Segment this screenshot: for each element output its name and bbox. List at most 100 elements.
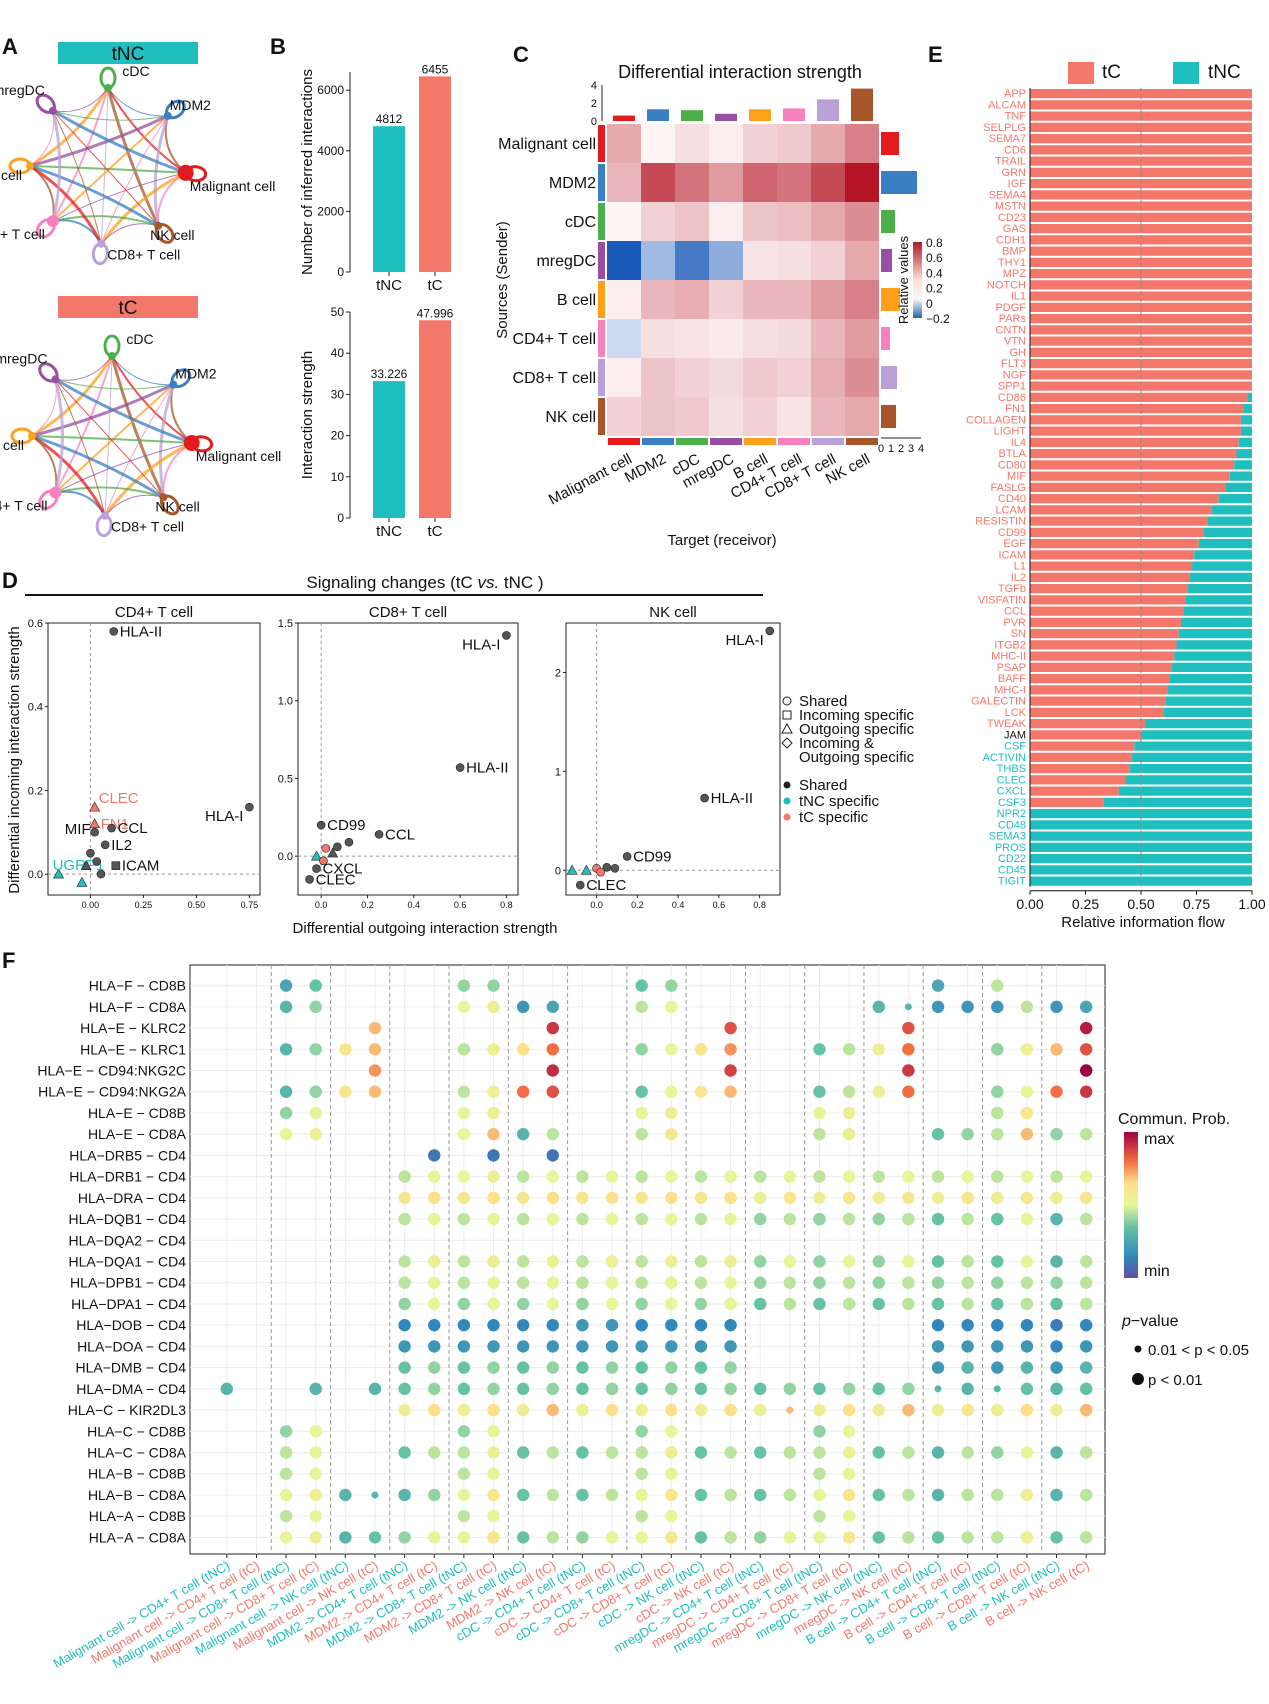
scatter-point	[610, 863, 620, 873]
dot	[1020, 1191, 1034, 1205]
dot	[516, 1000, 530, 1014]
dot	[694, 1403, 708, 1417]
dot	[783, 1170, 797, 1183]
dot	[457, 1212, 471, 1226]
dot	[1079, 1382, 1093, 1396]
dot	[605, 1382, 619, 1396]
dot	[1020, 1043, 1034, 1056]
dot	[1050, 1276, 1063, 1289]
heatmap-cell	[743, 358, 777, 397]
edge	[54, 378, 193, 445]
dot	[546, 1297, 559, 1311]
heatmap-cell	[675, 202, 709, 241]
legend-label-tNC: tNC	[1208, 62, 1241, 83]
heatmap-cell	[641, 397, 675, 436]
scatter-point	[765, 626, 775, 636]
dot	[934, 1385, 942, 1393]
dot	[576, 1191, 589, 1205]
dot	[516, 1212, 530, 1226]
dot	[1079, 1043, 1093, 1056]
heatmap-cell	[641, 202, 675, 241]
heatmap-cell	[777, 397, 811, 436]
dot	[665, 1403, 678, 1417]
dot	[368, 1064, 382, 1077]
dot	[665, 1488, 678, 1502]
edge	[106, 87, 160, 227]
dot	[993, 1385, 1001, 1393]
row-label: HLA−E − KLRC1	[80, 1041, 186, 1057]
heatmap-cell	[675, 319, 709, 358]
flow-bar-tNC	[1225, 482, 1252, 492]
heatmap-cell	[607, 280, 641, 319]
dot	[754, 1212, 767, 1226]
bar-chart-2: 0 10 20 30 40 50 Interaction strength 33.226 tNC…	[299, 305, 454, 540]
point-label: CXCL	[323, 861, 363, 878]
dot	[665, 1255, 678, 1268]
dot	[961, 1297, 974, 1311]
flow-bar-tC	[1030, 404, 1244, 414]
dot	[1050, 1170, 1063, 1183]
flow-bar-tC	[1030, 235, 1252, 245]
dot	[842, 1403, 856, 1417]
dot	[665, 1509, 678, 1523]
dot	[576, 1531, 589, 1544]
dot	[724, 1340, 737, 1353]
legend-shape-label: Incoming specific	[799, 707, 915, 724]
heatmap-cell	[709, 280, 743, 319]
dot	[605, 1446, 619, 1459]
dot	[576, 1318, 589, 1332]
panel-letter-d: D	[2, 568, 18, 593]
dot	[813, 1488, 826, 1502]
dot	[339, 1085, 352, 1098]
dot	[457, 1446, 471, 1459]
dot	[931, 1000, 945, 1014]
flow-bar-tNC	[1169, 674, 1252, 684]
right-tick-label: 0	[878, 443, 884, 455]
scatter-point	[107, 823, 116, 833]
flow-bar-tNC	[1125, 775, 1252, 785]
y-tick-label: 0.0	[28, 869, 43, 881]
pathway-label: SPP1	[998, 381, 1026, 393]
dot	[754, 1382, 767, 1396]
dot	[694, 1255, 708, 1268]
panel-e-information-flow: tC tNC APPALCAMTNFSELPLGSEMA7CD6TRAILGRNIG…	[966, 62, 1266, 931]
edge	[52, 87, 109, 113]
heatmap-cell	[675, 358, 709, 397]
dot	[902, 1531, 915, 1544]
legend-shape-triangle	[781, 722, 793, 734]
dot	[576, 1403, 589, 1417]
scatter-title: CD4+ T cell	[115, 604, 193, 621]
bar-tC	[419, 320, 451, 518]
legend-shape-label: Outgoing specific	[799, 721, 915, 738]
pathway-label: EGF	[1003, 538, 1026, 550]
dot	[516, 1297, 530, 1311]
network-tC: tC cDC MDM2 Malignant cell NK cell CD8+ T cel…	[0, 296, 281, 538]
dot	[902, 1488, 915, 1502]
dot	[842, 1212, 856, 1226]
dot	[931, 1446, 945, 1459]
dot	[398, 1488, 411, 1502]
dot	[1050, 1255, 1063, 1268]
heatmap-cell	[811, 163, 845, 202]
row-color-bar	[598, 125, 605, 162]
dot	[546, 1382, 559, 1396]
dot	[339, 1531, 352, 1544]
pathway-label: CD99	[998, 527, 1026, 539]
dot	[428, 1531, 441, 1544]
dot	[902, 1403, 915, 1417]
edge	[55, 378, 174, 390]
pathway-label: FASLG	[991, 482, 1026, 494]
dot	[813, 1276, 826, 1289]
dot	[694, 1276, 708, 1289]
dot	[546, 1127, 559, 1141]
dot	[783, 1488, 797, 1502]
dot	[813, 1509, 826, 1523]
pathway-label: CXCL	[997, 786, 1026, 798]
dot	[961, 1000, 974, 1014]
dot	[931, 1255, 945, 1268]
dot	[635, 1531, 648, 1544]
x-tick-label: 0.00	[1016, 896, 1043, 912]
pathway-label: L1	[1014, 561, 1026, 573]
dot	[487, 1276, 500, 1289]
